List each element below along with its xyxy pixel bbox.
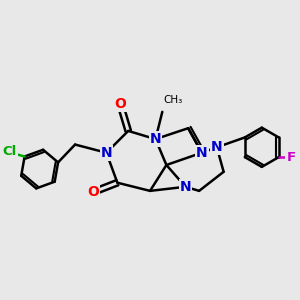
Text: N: N [100, 146, 112, 160]
Text: F: F [286, 151, 296, 164]
Text: Cl: Cl [2, 145, 17, 158]
Text: N: N [211, 140, 223, 154]
Text: N: N [150, 132, 161, 146]
Text: CH₃: CH₃ [164, 95, 183, 105]
Text: N: N [180, 180, 191, 194]
Text: O: O [87, 185, 99, 199]
Text: N: N [196, 146, 208, 160]
Text: O: O [114, 97, 126, 111]
